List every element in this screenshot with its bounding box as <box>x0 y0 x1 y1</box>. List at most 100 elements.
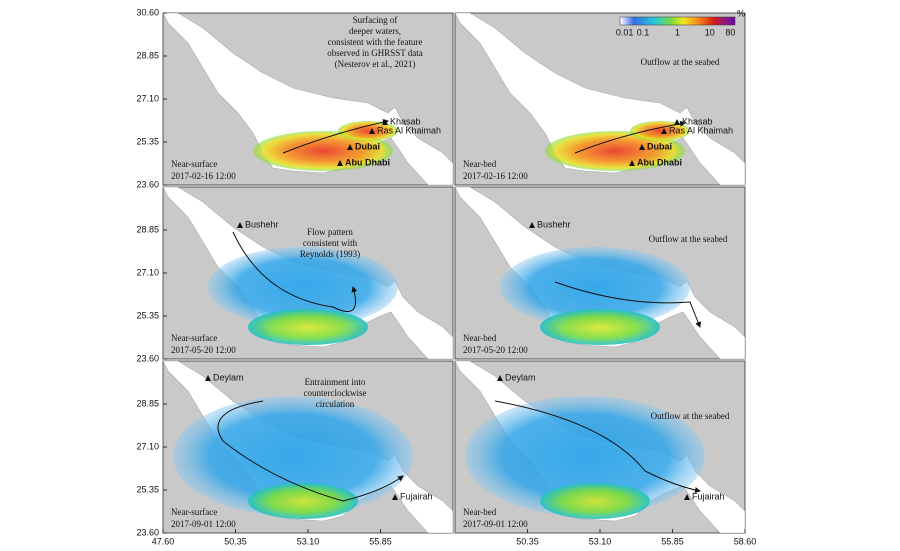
map-panel: Near-bed 2017-02-16 12:00 Outflow at the s… <box>454 12 746 186</box>
flow-arrow <box>282 119 389 154</box>
x-tick-label: 53.10 <box>589 536 612 546</box>
panel-date: 2017-09-01 12:00 <box>171 519 236 529</box>
concentration-field <box>253 131 393 171</box>
place-marker <box>347 144 353 150</box>
panel-label: Near-surface <box>171 159 217 169</box>
annotation: Flow pattern <box>307 227 353 237</box>
concentration-field <box>500 247 690 327</box>
concentration-field <box>248 483 358 519</box>
x-tick-label: 55.85 <box>661 536 684 546</box>
place-marker <box>684 494 690 500</box>
annotation: Entrainment into <box>305 377 366 387</box>
concentration-field <box>540 483 650 519</box>
annotation: deeper waters, <box>349 26 401 36</box>
panel-label: Near-surface <box>171 333 217 343</box>
place-marker <box>629 160 635 166</box>
panel-date: 2017-05-20 12:00 <box>463 345 528 355</box>
panel-date: 2017-05-20 12:00 <box>171 345 236 355</box>
place-marker <box>497 375 503 381</box>
y-tick-label: 28.85 <box>136 398 159 408</box>
place-marker <box>529 222 535 228</box>
annotation: (Nesterov et al., 2021) <box>335 59 416 69</box>
place-name: Ras Al Khaimah <box>669 125 733 135</box>
annotation: consistent with the feature <box>328 37 423 47</box>
place-name: Dubai <box>355 141 380 151</box>
concentration-field <box>338 121 398 141</box>
x-tick-label: 58.60 <box>734 536 757 546</box>
concentration-field <box>545 131 685 171</box>
annotation: Surfacing of <box>353 15 398 25</box>
map-panel: Near-bed 2017-09-01 12:00 Outflow at the s… <box>454 360 746 534</box>
colorbar-label: 0.01 <box>616 27 634 37</box>
place-name: Abu Dhabi <box>637 157 682 167</box>
place-name: Dubai <box>647 141 672 151</box>
y-tick-label: 25.35 <box>136 310 159 320</box>
place-name: Abu Dhabi <box>345 157 390 167</box>
concentration-field <box>248 309 368 345</box>
concentration-field <box>173 396 413 516</box>
place-marker <box>661 128 667 134</box>
concentration-field <box>630 121 690 141</box>
y-tick-label: 27.10 <box>136 93 159 103</box>
place-name: Ras Al Khaimah <box>377 125 441 135</box>
colorbar-label: 10 <box>705 27 715 37</box>
y-tick-label: 30.60 <box>136 7 159 17</box>
concentration-field <box>540 309 660 345</box>
map-panel: Near-surface 2017-02-16 12:00 Surfacing of… <box>162 12 454 186</box>
map-panel: Near-surface 2017-09-01 12:00 Entrainment … <box>162 360 454 534</box>
panel-date: 2017-02-16 12:00 <box>463 171 528 181</box>
flow-arrow <box>217 400 404 502</box>
annotation: Outflow at the seabed <box>641 57 720 67</box>
panel-label: Near-bed <box>463 507 497 517</box>
place-marker <box>639 144 645 150</box>
place-marker <box>337 160 343 166</box>
place-marker <box>382 119 388 125</box>
place-name: Fujairah <box>400 491 433 501</box>
annotation: Reynolds (1993) <box>300 249 360 259</box>
x-tick-label: 50.35 <box>516 536 539 546</box>
panel-date: 2017-09-01 12:00 <box>463 519 528 529</box>
panel-label: Near-bed <box>463 159 497 169</box>
y-tick-label: 23.60 <box>136 527 159 537</box>
place-marker <box>674 119 680 125</box>
place-name: Bushehr <box>537 219 571 229</box>
place-marker <box>369 128 375 134</box>
y-tick-label: 23.60 <box>136 353 159 363</box>
concentration-field <box>465 396 705 516</box>
annotation: Outflow at the seabed <box>651 411 730 421</box>
annotation: circulation <box>316 399 355 409</box>
map-panel: Near-bed 2017-05-20 12:00 Outflow at the s… <box>454 186 746 360</box>
panel-label: Near-bed <box>463 333 497 343</box>
y-tick-label: 27.10 <box>136 441 159 451</box>
colorbar-label: 1 <box>675 27 680 37</box>
place-name: Fujairah <box>692 491 725 501</box>
place-name: Deylam <box>213 372 244 382</box>
x-tick-label: 47.60 <box>152 536 175 546</box>
annotation: observed in GHRSST data <box>327 48 423 58</box>
x-tick-label: 53.10 <box>297 536 320 546</box>
y-tick-label: 25.35 <box>136 484 159 494</box>
place-name: Khasab <box>682 116 713 126</box>
flow-arrow <box>232 231 358 312</box>
x-tick-label: 55.85 <box>369 536 392 546</box>
y-tick-label: 27.10 <box>136 267 159 277</box>
place-name: Bushehr <box>245 219 279 229</box>
panel-date: 2017-02-16 12:00 <box>171 171 236 181</box>
y-tick-label: 28.85 <box>136 50 159 60</box>
place-marker <box>237 222 243 228</box>
y-tick-label: 25.35 <box>136 136 159 146</box>
flow-arrow <box>494 400 701 493</box>
colorbar <box>619 16 736 26</box>
panel-label: Near-surface <box>171 507 217 517</box>
place-marker <box>205 375 211 381</box>
colorbar-unit: % <box>737 8 745 18</box>
place-name: Khasab <box>390 116 421 126</box>
annotation: Outflow at the seabed <box>649 234 728 244</box>
flow-arrow <box>574 120 686 154</box>
y-tick-label: 28.85 <box>136 224 159 234</box>
annotation: consistent with <box>303 238 358 248</box>
place-marker <box>392 494 398 500</box>
colorbar-label: 80 <box>725 27 735 37</box>
place-name: Deylam <box>505 372 536 382</box>
